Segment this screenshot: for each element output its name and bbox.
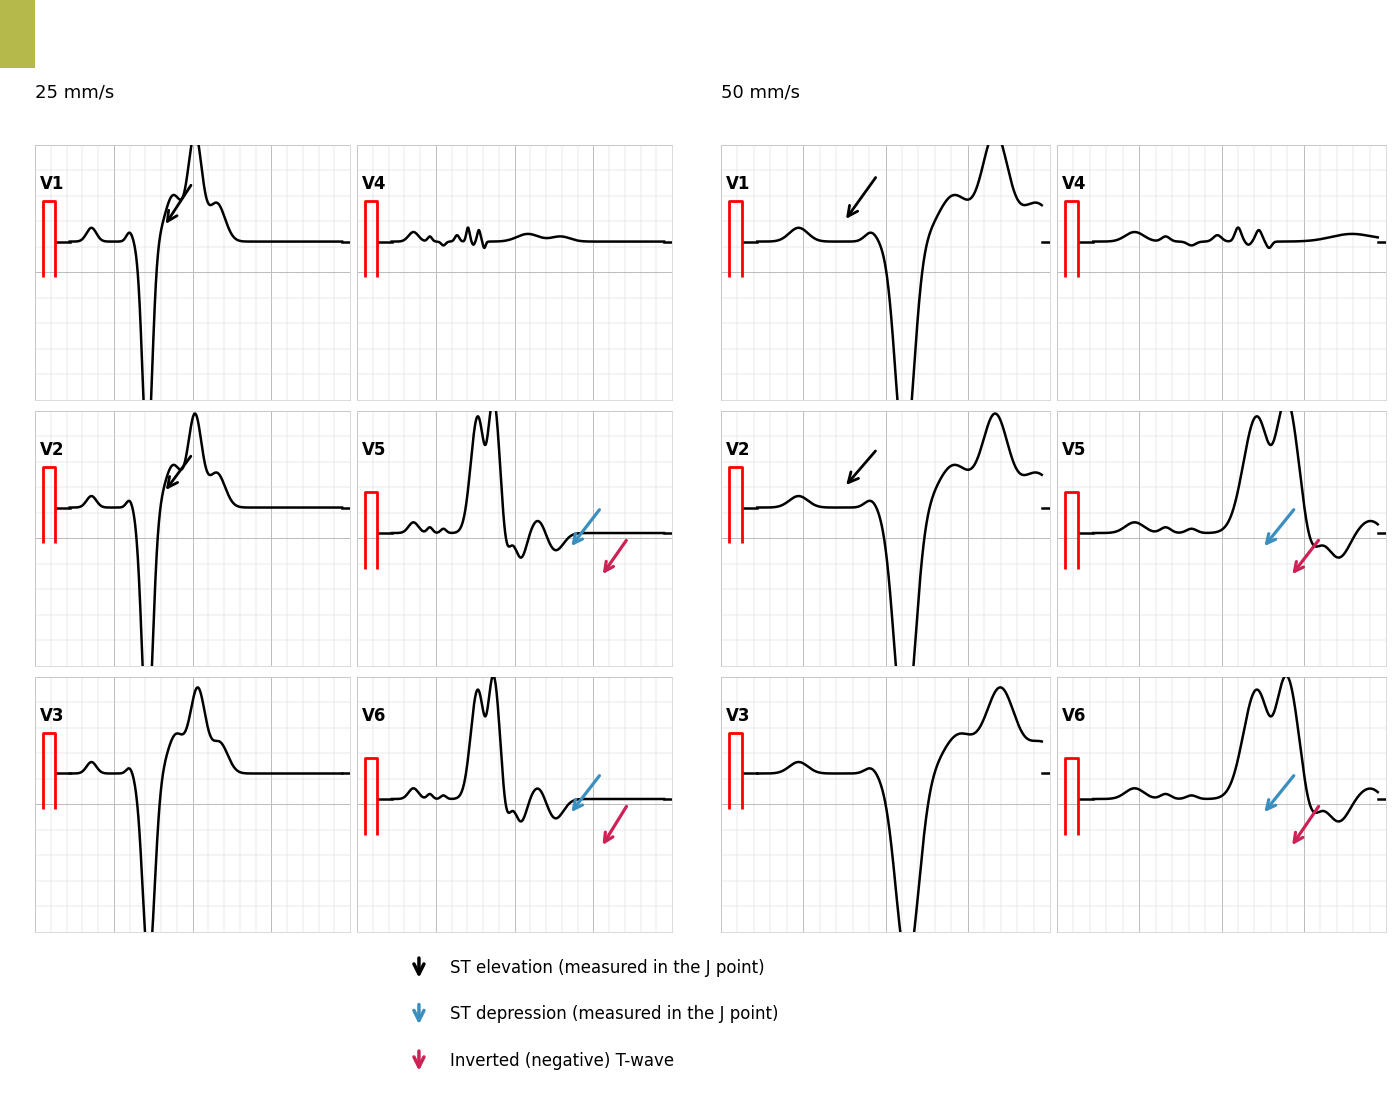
Text: V3: V3 [39,707,64,726]
Text: ST depression (measured in the J point): ST depression (measured in the J point) [449,1005,778,1024]
Text: V6: V6 [1063,707,1086,726]
Text: 25 mm/s: 25 mm/s [35,83,115,102]
Text: V3: V3 [727,707,750,726]
Text: 50 mm/s: 50 mm/s [721,83,799,102]
Bar [0,0,35,68]
Text: Left bundle branch block at two different paper speeds: Left bundle branch block at two differen… [45,20,913,48]
Text: V1: V1 [727,175,750,193]
Text: V6: V6 [361,707,386,726]
Text: ST elevation (measured in the J point): ST elevation (measured in the J point) [449,959,764,977]
Text: Inverted (negative) T-wave: Inverted (negative) T-wave [449,1052,673,1070]
Text: V1: V1 [39,175,64,193]
Text: V5: V5 [361,442,386,459]
Text: V2: V2 [39,442,64,459]
Text: V4: V4 [361,175,386,193]
Text: V5: V5 [1063,442,1086,459]
Text: V2: V2 [727,442,750,459]
Text: V4: V4 [1063,175,1086,193]
